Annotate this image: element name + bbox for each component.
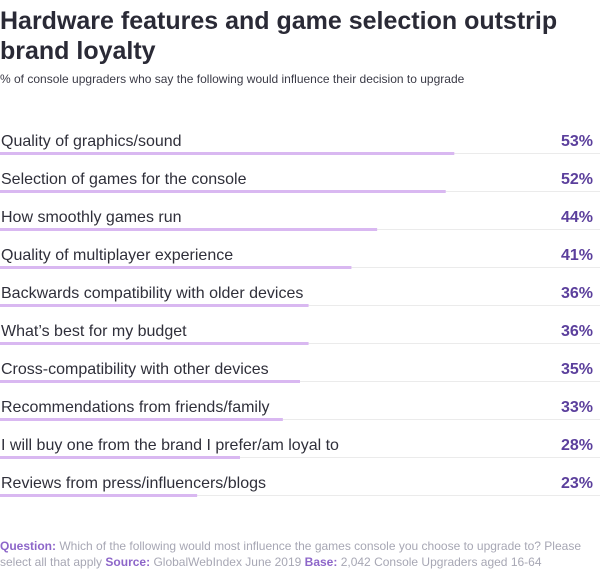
bar bbox=[0, 152, 455, 155]
bar bbox=[0, 494, 198, 497]
category-label: Selection of games for the console bbox=[1, 171, 247, 188]
category-label: Cross-compatibility with other devices bbox=[1, 361, 269, 378]
bar-chart: Quality of graphics/sound 53% Selection of… bbox=[0, 133, 600, 497]
value-label: 36% bbox=[561, 323, 593, 340]
bar bbox=[0, 342, 309, 345]
bar bbox=[0, 304, 309, 307]
bar-track bbox=[0, 457, 600, 458]
question-text: Which of the following would most influe… bbox=[0, 539, 581, 569]
value-label: 35% bbox=[561, 361, 593, 378]
value-label: 33% bbox=[561, 399, 593, 416]
value-label: 23% bbox=[561, 475, 593, 492]
bar bbox=[0, 190, 446, 193]
question-label: Question: bbox=[0, 539, 56, 553]
value-label: 28% bbox=[561, 437, 593, 454]
category-label: Reviews from press/influencers/blogs bbox=[1, 475, 266, 492]
bar bbox=[0, 380, 300, 383]
value-label: 41% bbox=[561, 247, 593, 264]
category-label: Quality of multiplayer experience bbox=[1, 247, 233, 264]
category-label: Quality of graphics/sound bbox=[1, 133, 182, 150]
chart-footnote: Question: Which of the following would m… bbox=[0, 538, 590, 570]
value-label: 36% bbox=[561, 285, 593, 302]
chart-title: Hardware features and game selection out… bbox=[0, 7, 558, 65]
category-label: Backwards compatibility with older devic… bbox=[1, 285, 303, 302]
bar bbox=[0, 418, 283, 421]
value-label: 53% bbox=[561, 133, 593, 150]
bar-track bbox=[0, 495, 600, 496]
bar bbox=[0, 228, 378, 231]
category-label: Recommendations from friends/family bbox=[1, 399, 270, 416]
source-label: Source: bbox=[105, 555, 151, 569]
category-label: What’s best for my budget bbox=[1, 323, 187, 340]
value-label: 52% bbox=[561, 171, 593, 188]
source-text: GlobalWebIndex June 2019 bbox=[153, 555, 302, 569]
base-text: 2,042 Console Upgraders aged 16-64 bbox=[340, 555, 542, 569]
category-label: I will buy one from the brand I prefer/a… bbox=[1, 437, 339, 454]
bar bbox=[0, 456, 240, 459]
bar-track bbox=[0, 419, 600, 420]
category-label: How smoothly games run bbox=[1, 209, 182, 226]
value-label: 44% bbox=[561, 209, 593, 226]
chart-subtitle: % of console upgraders who say the follo… bbox=[0, 72, 465, 86]
base-label: Base: bbox=[304, 555, 338, 569]
bar bbox=[0, 266, 352, 269]
